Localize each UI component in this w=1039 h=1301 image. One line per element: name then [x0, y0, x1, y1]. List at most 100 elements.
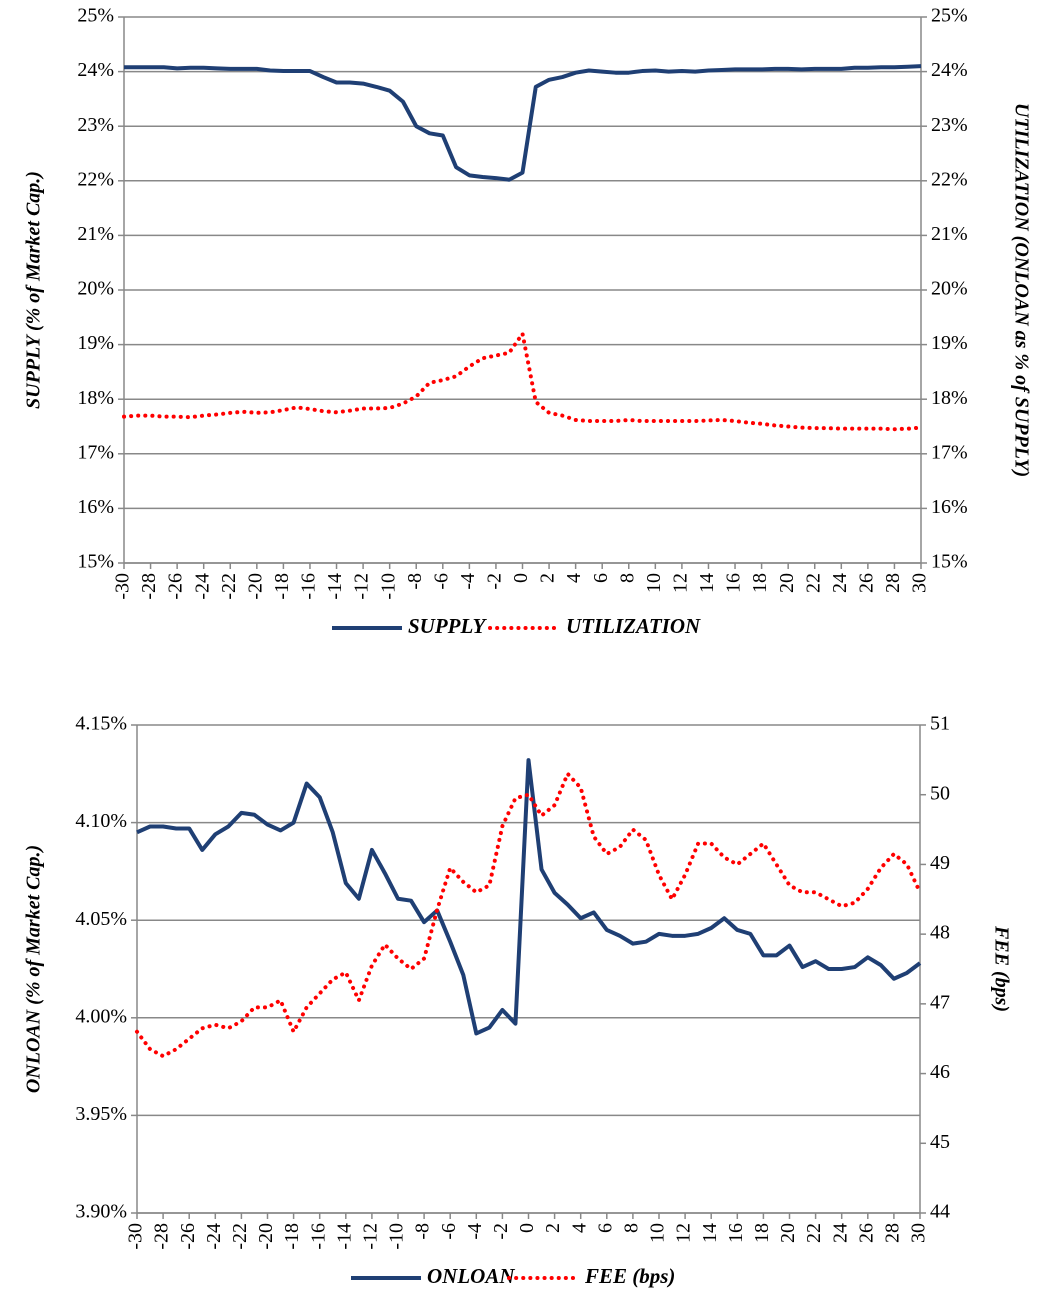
y-axis-title: ONLOAN (% of Market Cap.)	[23, 845, 45, 1093]
legend-label: ONLOAN	[427, 1264, 515, 1288]
y2-tick-label: 21%	[931, 223, 968, 245]
series-line	[124, 64, 922, 182]
y-tick-label: 4.15%	[75, 713, 127, 735]
y-tick-label: 22%	[77, 168, 114, 190]
x-tick-label: -30	[125, 1223, 147, 1250]
x-tick-label: -28	[138, 573, 160, 600]
x-tick-label: -20	[244, 573, 266, 600]
x-tick-label: -6	[430, 573, 452, 590]
x-tick-label: -24	[191, 573, 213, 600]
y-axis-title: SUPPLY (% of Market Cap.)	[23, 171, 45, 409]
y-tick-label: 25%	[77, 5, 114, 27]
y-tick-label: 4.00%	[75, 1005, 127, 1027]
x-tick-label: 26	[855, 1223, 877, 1243]
y2-tick-label: 50	[930, 782, 950, 804]
x-tick-label: -22	[229, 1223, 251, 1250]
x-tick-label: -26	[165, 573, 187, 600]
x-tick-label: 14	[696, 573, 718, 593]
x-tick-label: 28	[882, 573, 904, 593]
y2-axis-title: FEE (bps)	[990, 925, 1012, 1012]
x-tick-label: -12	[359, 1223, 381, 1250]
x-tick-label: 6	[590, 573, 612, 583]
x-tick-label: 24	[829, 1223, 851, 1243]
y-tick-label: 19%	[77, 332, 114, 354]
x-tick-label: 4	[563, 573, 585, 583]
x-tick-label: -4	[457, 573, 479, 590]
x-tick-label: 2	[542, 1223, 564, 1233]
x-tick-label: 20	[777, 1223, 799, 1243]
y2-tick-label: 19%	[931, 332, 968, 354]
x-tick-label: 10	[643, 573, 665, 593]
y2-tick-label: 17%	[931, 441, 968, 463]
series-line	[135, 771, 922, 1059]
x-tick-label: -26	[177, 1223, 199, 1250]
x-tick-label: -6	[438, 1223, 460, 1240]
y-tick-label: 24%	[77, 59, 114, 81]
y2-tick-label: 49	[930, 852, 950, 874]
x-tick-label: 6	[594, 1223, 616, 1233]
chart: 3.90%3.95%4.00%4.05%4.10%4.15%4445464748…	[23, 713, 1013, 1288]
x-tick-label: 12	[673, 1223, 695, 1243]
y2-tick-label: 15%	[931, 551, 968, 573]
x-tick-label: 18	[749, 573, 771, 593]
legend: ONLOAN FEE (bps)	[351, 1264, 675, 1288]
x-tick-label: 4	[568, 1223, 590, 1233]
legend-label: FEE (bps)	[584, 1264, 675, 1288]
y2-axis-title: UTILIZATION (ONLOAN as % of SUPPLY)	[1010, 103, 1032, 477]
x-tick-label: -16	[298, 573, 320, 600]
series-line	[122, 331, 923, 432]
x-tick-label: 20	[776, 573, 798, 593]
y2-tick-label: 51	[930, 713, 950, 735]
y2-tick-label: 16%	[931, 496, 968, 518]
y-tick-label: 3.95%	[75, 1103, 127, 1125]
x-tick-label: -8	[404, 573, 426, 590]
y2-tick-label: 46	[930, 1061, 950, 1083]
y-tick-label: 17%	[77, 441, 114, 463]
x-tick-label: 26	[855, 573, 877, 593]
x-tick-label: 2	[537, 573, 559, 583]
x-tick-label: 8	[616, 573, 638, 583]
x-tick-label: 0	[516, 1223, 538, 1233]
x-tick-label: 12	[669, 573, 691, 593]
y-tick-label: 3.90%	[75, 1201, 127, 1223]
x-tick-label: -2	[484, 573, 506, 590]
y2-tick-label: 22%	[931, 168, 968, 190]
x-tick-label: -8	[412, 1223, 434, 1240]
series-line	[136, 758, 922, 1036]
x-tick-label: 8	[620, 1223, 642, 1233]
y2-tick-label: 18%	[931, 387, 968, 409]
x-tick-label: 24	[829, 573, 851, 593]
x-tick-label: 30	[909, 573, 931, 593]
chart: 15% 16% 17% 18% 19% 20% 21% 22% 23% 24% 25% 15% 16% 1…	[23, 5, 1033, 638]
x-tick-label: -4	[464, 1223, 486, 1240]
x-tick-label: -10	[386, 1223, 408, 1250]
x-tick-label: -20	[255, 1223, 277, 1250]
y2-tick-label: 48	[930, 922, 950, 944]
x-tick-label: -2	[490, 1223, 512, 1240]
x-tick-label: -10	[377, 573, 399, 600]
y-tick-label: 15%	[77, 551, 114, 573]
x-tick-label: -18	[281, 1223, 303, 1250]
legend-label: UTILIZATION	[566, 614, 701, 638]
y-tick-label: 20%	[77, 278, 114, 300]
x-tick-label: 10	[647, 1223, 669, 1243]
y2-tick-label: 24%	[931, 59, 968, 81]
x-tick-label: -24	[203, 1223, 225, 1250]
y2-tick-label: 44	[930, 1201, 950, 1223]
x-tick-label: -12	[351, 573, 373, 600]
x-tick-label: -30	[112, 573, 134, 600]
x-tick-label: 22	[803, 1223, 825, 1243]
y-tick-label: 16%	[77, 496, 114, 518]
x-tick-label: -14	[324, 573, 346, 600]
x-tick-label: 28	[881, 1223, 903, 1243]
x-tick-label: 0	[510, 573, 532, 583]
x-tick-label: 16	[725, 1223, 747, 1243]
y2-tick-label: 47	[930, 991, 950, 1013]
x-tick-label: -22	[218, 573, 240, 600]
y-tick-label: 23%	[77, 114, 114, 136]
x-tick-label: -14	[333, 1223, 355, 1250]
x-tick-label: -16	[307, 1223, 329, 1250]
y-tick-label: 4.05%	[75, 908, 127, 930]
legend: SUPPLY UTILIZATION	[332, 614, 701, 638]
y-tick-label: 4.10%	[75, 810, 127, 832]
